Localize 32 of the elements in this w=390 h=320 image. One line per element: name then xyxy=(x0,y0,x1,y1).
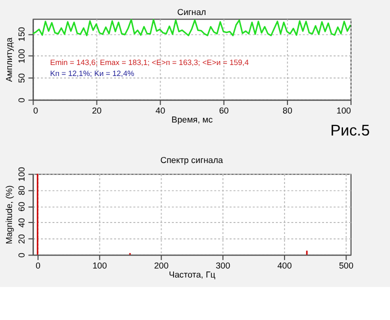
chart-title: Спектр сигнала xyxy=(160,154,224,165)
y-tick-label: 20 xyxy=(16,234,27,244)
x-tick-label: 80 xyxy=(282,106,292,116)
y-tick-label: 100 xyxy=(16,166,27,182)
y-tick-label: 0 xyxy=(16,98,27,103)
x-tick-label: 60 xyxy=(219,106,229,116)
y-tick-label: 0 xyxy=(16,252,27,258)
y-axis-title: Амплитуда xyxy=(4,37,14,82)
y-tick-label: 150 xyxy=(16,26,27,42)
y-tick-label: 100 xyxy=(16,48,27,64)
y-axis-title: Magnitude, (%) xyxy=(4,185,14,244)
y-tick-label: 80 xyxy=(16,186,27,196)
x-tick-label: 200 xyxy=(154,260,169,271)
x-tick-label: 400 xyxy=(277,260,292,271)
x-tick-label: 0 xyxy=(36,260,41,271)
x-tick-label: 100 xyxy=(92,260,108,271)
chart-title: Сигнал xyxy=(177,6,206,17)
x-tick-label: 20 xyxy=(92,106,102,116)
line-series xyxy=(32,18,351,36)
x-axis-title: Время, мс xyxy=(172,114,214,124)
x-tick-label: 100 xyxy=(336,106,352,116)
annotation: Emin = 143,6; Emax = 183,1; <E>п = 163,3; <E>и = 159,4 xyxy=(50,58,250,68)
text: Рис.5 xyxy=(330,122,370,140)
x-tick-label: 300 xyxy=(216,260,230,271)
annotation: Kп = 12,1%; Kи = 12,4% xyxy=(50,68,134,78)
x-tick-label: 500 xyxy=(338,260,354,271)
y-tick-label: 60 xyxy=(16,202,27,212)
x-axis-title: Частота, Гц xyxy=(168,269,216,280)
y-tick-label: 50 xyxy=(16,73,27,84)
y-tick-label: 40 xyxy=(16,218,27,228)
x-tick-label: 40 xyxy=(156,106,166,116)
x-tick-label: 0 xyxy=(33,106,38,116)
